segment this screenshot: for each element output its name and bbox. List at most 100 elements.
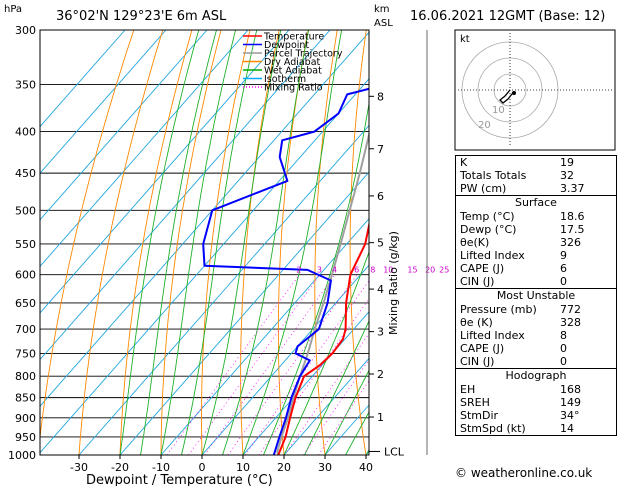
isotherm <box>40 30 167 174</box>
hodograph-ring-label-1: 20 <box>478 120 491 131</box>
mixing-ratio-label: 6 <box>354 266 359 275</box>
dry-adiabat <box>314 30 338 455</box>
isotherm <box>283 357 369 455</box>
indices-box: K 19 Totals Totals 32 PW (cm) 3.37 Surface Te… <box>455 155 617 436</box>
dry-adiabat <box>119 30 193 455</box>
isotherm <box>40 30 290 314</box>
pressure-tick-label: 350 <box>15 78 36 91</box>
location-title: 36°02'N 129°23'E 6m ASL <box>56 9 227 24</box>
legend-label: Dry Adiabat <box>264 57 321 68</box>
mixing-ratio-label: 25 <box>439 266 449 275</box>
index-value: 0 <box>560 342 567 355</box>
pressure-tick-label: 950 <box>15 431 36 444</box>
index-row: CAPE (J) 0 <box>456 342 616 355</box>
index-value: 772 <box>560 303 581 316</box>
km-tick-label: 4 <box>377 283 384 296</box>
x-tick-label: 40 <box>359 461 373 474</box>
most-unstable-section: Most Unstable Pressure (mb) 772 θe (K) 328 L… <box>456 288 616 368</box>
wet-adiabat <box>304 319 369 455</box>
mixing-ratio-line <box>244 279 369 455</box>
index-row: CIN (J) 0 <box>456 275 616 288</box>
km-tick-label: 6 <box>377 190 384 203</box>
pressure-tick-label: 550 <box>15 238 36 251</box>
chart-grid <box>40 30 448 455</box>
index-label: θe (K) <box>460 316 493 329</box>
isotherm <box>40 31 369 407</box>
chart-curves <box>202 87 369 455</box>
index-value: 328 <box>560 316 581 329</box>
index-row: Lifted Index 8 <box>456 329 616 342</box>
isotherm <box>119 171 369 455</box>
index-row: SREH 149 <box>456 396 616 409</box>
mixing-ratio-label: 10 <box>383 266 393 275</box>
index-label: Lifted Index <box>460 249 525 262</box>
mixing-ratio-line <box>188 274 321 455</box>
x-tick-label: 0 <box>199 461 206 474</box>
isotherm <box>40 30 208 221</box>
dry-adiabat <box>417 30 448 455</box>
pressure-tick-label: 700 <box>15 323 36 336</box>
index-label: StmSpd (kt) <box>460 422 526 435</box>
index-row: StmDir 34° <box>456 409 616 422</box>
isotherm <box>40 78 369 454</box>
legend-label: Parcel Trajectory <box>264 49 343 60</box>
index-value: 0 <box>560 355 567 368</box>
index-row: CAPE (J) 6 <box>456 262 616 275</box>
wet-adiabat <box>201 30 282 455</box>
surface-section: Surface Temp (°C) 18.6 Dewp (°C) 17.5 θe(K) 3… <box>456 195 616 288</box>
dry-adiabat <box>349 30 367 455</box>
dry-adiabat <box>160 30 222 455</box>
x-axis-label: Dewpoint / Temperature (°C) <box>86 473 273 486</box>
legend-label: Wet Adiabat <box>264 66 322 77</box>
mixing-ratio-label: 3 <box>317 266 322 275</box>
index-row: StmSpd (kt) 14 <box>456 422 616 435</box>
wet-adiabat <box>242 30 343 455</box>
index-value: 14 <box>560 422 574 435</box>
mixing-ratio-line <box>166 274 300 455</box>
mixing-ratio-label: 8 <box>370 266 375 275</box>
index-label: SREH <box>460 396 490 409</box>
index-value: 34° <box>560 409 580 422</box>
asl-label: ASL <box>374 18 393 29</box>
isotherm <box>40 30 126 128</box>
hodograph-trace <box>499 89 516 104</box>
km-tick-label: 5 <box>377 237 384 250</box>
index-label: K <box>460 156 468 169</box>
index-row: Dewp (°C) 17.5 <box>456 223 616 236</box>
chart-axes: 2 3 4 6 8 10 15 20 25300350400450500550600650700… <box>8 24 449 474</box>
index-row: Totals Totals 32 <box>456 169 616 182</box>
hodograph-kt-label: kt <box>460 34 470 45</box>
mixing-ratio-label: 4 <box>332 266 337 275</box>
index-row: θe(K) 326 <box>456 236 616 249</box>
index-label: Pressure (mb) <box>460 303 537 316</box>
hpa-label: hPa <box>4 4 22 15</box>
isotherm <box>242 311 369 455</box>
x-tick-label: 30 <box>318 461 332 474</box>
parcel-trajectory-line <box>276 130 369 455</box>
index-label: StmDir <box>460 409 499 422</box>
index-value: 17.5 <box>560 223 585 236</box>
pressure-tick-label: 750 <box>15 347 36 360</box>
x-tick-label: 20 <box>277 461 291 474</box>
index-row: EH 168 <box>456 383 616 396</box>
km-tick-label: 2 <box>377 368 384 381</box>
hodograph-stats-title: Hodograph <box>505 369 567 382</box>
mixing-ratio-axis-label: Mixing Ratio (g/kg) <box>387 231 400 335</box>
isotherm <box>40 30 331 361</box>
pressure-tick-label: 600 <box>15 269 36 282</box>
credit-text: © weatheronline.co.uk <box>455 466 593 480</box>
index-label: Temp (°C) <box>460 210 515 223</box>
wet-adiabat <box>283 250 369 455</box>
index-value: 19 <box>560 156 574 169</box>
lcl-label: LCL <box>384 445 405 458</box>
wet-adiabat <box>160 30 237 455</box>
legend-label: Mixing Ratio <box>264 83 323 94</box>
wet-adiabat <box>263 101 369 455</box>
wet-adiabat <box>140 30 217 455</box>
index-row: θe (K) 328 <box>456 316 616 329</box>
legend-label: Isotherm <box>264 74 306 85</box>
index-row: CIN (J) 0 <box>456 355 616 368</box>
mixing-ratio-line <box>204 274 336 455</box>
pressure-tick-label: 300 <box>15 24 36 37</box>
pressure-tick-label: 850 <box>15 392 36 405</box>
